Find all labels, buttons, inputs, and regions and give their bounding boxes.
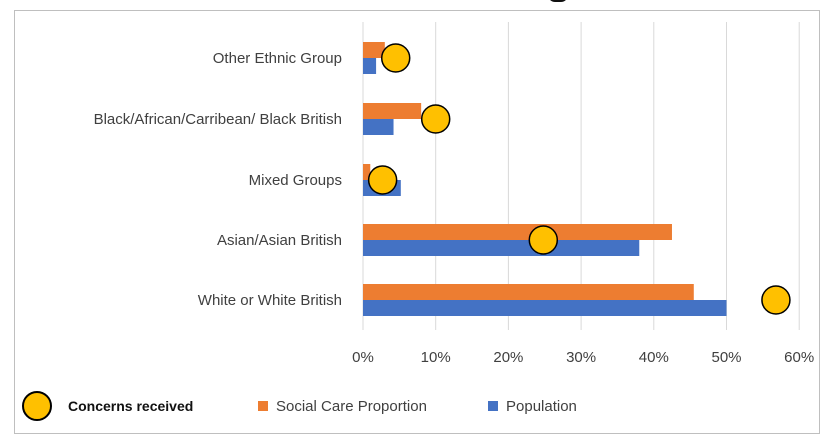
bar-population: [363, 240, 640, 256]
legend-population-label: Population: [506, 397, 577, 415]
bar-social-care: [363, 164, 371, 180]
x-tick-label: 50%: [711, 349, 741, 366]
concern-marker: [380, 43, 411, 73]
legend-item-social-care: Social Care Proportion: [258, 388, 427, 424]
x-tick-label: 0%: [352, 349, 374, 366]
x-tick-labels: 0% 10% 20% 30% 40% 50% 60%: [352, 349, 814, 366]
legend-item-population: Population: [488, 388, 577, 424]
bar-social-care: [363, 224, 672, 240]
x-tick-label: 30%: [566, 349, 596, 366]
legend-population-swatch: [488, 401, 498, 411]
legend-concerns-marker: [22, 391, 52, 421]
category-label: White or White British: [198, 292, 342, 309]
legend-social-care-label: Social Care Proportion: [276, 397, 427, 415]
bars: [363, 42, 727, 316]
bar-population: [363, 300, 727, 316]
bar-social-care: [363, 103, 422, 119]
bar-social-care: [363, 42, 385, 58]
legend: Concerns received Social Care Proportion…: [22, 388, 802, 424]
legend-social-care-swatch: [258, 401, 268, 411]
category-labels: Other Ethnic Group Black/African/Carribea…: [94, 50, 342, 309]
legend-item-concerns: Concerns received: [22, 388, 193, 424]
concern-marker: [367, 165, 398, 195]
concern-marker: [761, 285, 791, 315]
bar-chart: Other Ethnic Group Black/African/Carribea…: [94, 22, 814, 366]
x-tick-label: 60%: [784, 349, 814, 366]
category-label: Mixed Groups: [249, 172, 342, 189]
concern-markers: [367, 43, 791, 315]
bar-population: [363, 58, 377, 74]
chart-title-fragment: [530, 0, 590, 4]
concern-marker: [528, 225, 559, 255]
grid-lines: [362, 22, 800, 330]
category-label: Asian/Asian British: [217, 232, 342, 249]
bar-population: [363, 119, 394, 135]
chart-frame: [14, 10, 820, 434]
x-tick-label: 20%: [493, 349, 523, 366]
x-tick-label: 40%: [639, 349, 669, 366]
x-tick-label: 10%: [421, 349, 451, 366]
concern-marker: [420, 104, 451, 134]
category-label: Other Ethnic Group: [213, 50, 342, 67]
category-label: Black/African/Carribean/ Black British: [94, 111, 342, 128]
bar-social-care: [363, 284, 694, 300]
legend-concerns-label: Concerns received: [68, 398, 194, 414]
